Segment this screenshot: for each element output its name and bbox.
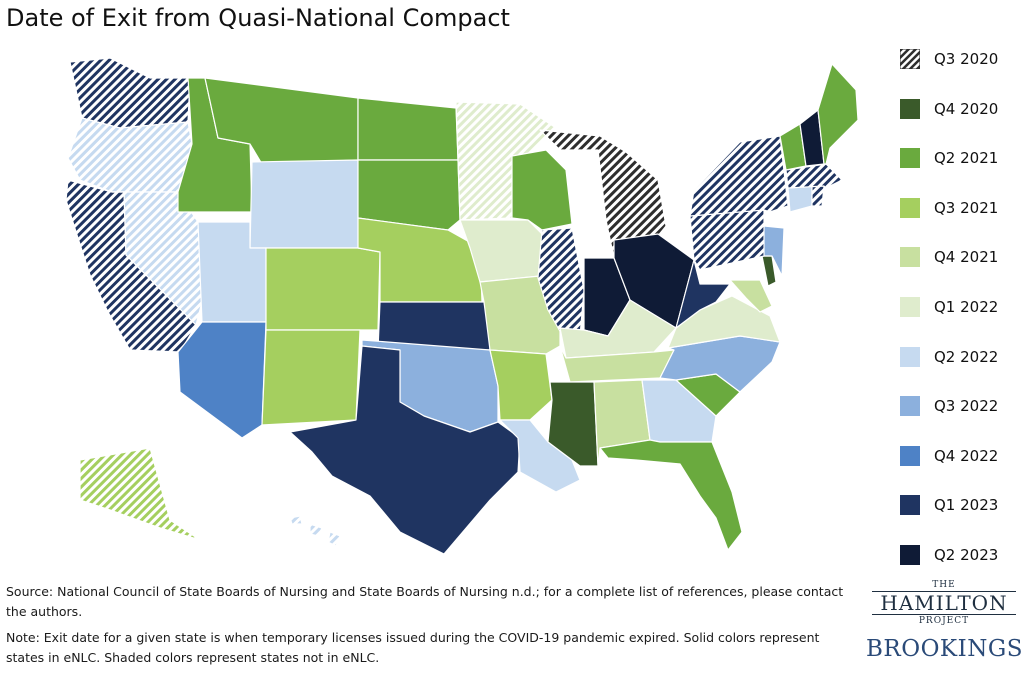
legend-label: Q4 2021	[934, 248, 999, 267]
state-or	[67, 117, 193, 193]
logo-hamilton: HAMILTON	[872, 591, 1016, 615]
legend-item: Q2 2021	[900, 147, 998, 169]
legend-swatch	[900, 396, 920, 417]
state-nd	[357, 97, 459, 161]
legend-label: Q1 2022	[934, 298, 999, 316]
state-fl	[599, 439, 743, 551]
logo-project: PROJECT	[918, 616, 970, 626]
state-me	[817, 63, 859, 165]
state-ar	[489, 349, 553, 421]
state-ny	[689, 135, 789, 217]
legend-item: Q3 2021	[900, 197, 998, 219]
legend-swatch	[900, 346, 920, 367]
state-az	[177, 321, 267, 439]
logo-brookings: BROOKINGS	[866, 636, 1022, 662]
legend-item: Q2 2022	[900, 346, 998, 368]
state-pa	[689, 209, 765, 271]
legend-swatch	[900, 445, 920, 466]
legend-swatch	[900, 495, 920, 516]
legend-label: Q2 2022	[934, 347, 999, 366]
state-nm	[261, 329, 361, 426]
legend-item: Q2 2023	[900, 544, 998, 566]
state-wa	[69, 57, 191, 129]
state-ak	[79, 447, 201, 541]
state-ct	[787, 185, 813, 213]
state-wy	[249, 159, 359, 249]
logo-the: THE	[932, 580, 956, 590]
legend-swatch	[900, 197, 920, 218]
legend-swatch	[900, 49, 920, 69]
legend-item: Q4 2022	[900, 445, 998, 467]
legend-label: Q1 2023	[934, 496, 999, 515]
legend-label: Q2 2023	[934, 546, 999, 564]
state-tx	[289, 345, 521, 555]
legend-item: Q1 2023	[900, 494, 998, 516]
legend-swatch	[900, 545, 920, 565]
state-wi	[511, 149, 573, 231]
us-states-map	[65, 57, 859, 555]
state-md	[729, 279, 773, 313]
source-note: Source: National Council of State Boards…	[6, 584, 844, 619]
state-co	[265, 247, 381, 331]
legend-label: Q4 2020	[934, 99, 999, 118]
legend-label: Q4 2022	[934, 446, 999, 465]
map-title: Date of Exit from Quasi-National Compact	[6, 4, 510, 32]
state-la	[499, 419, 581, 493]
state-hi	[289, 515, 341, 547]
hamilton-brookings-logo: THE HAMILTON PROJECT BROOKINGS	[866, 580, 1022, 662]
legend-swatch	[900, 247, 920, 268]
legend-swatch	[900, 297, 920, 317]
legend-item: Q1 2022	[900, 296, 998, 318]
legend-label: Q3 2020	[934, 50, 999, 68]
legend-item: Q4 2020	[900, 98, 998, 120]
state-sd	[357, 159, 461, 231]
legend-label: Q2 2021	[934, 149, 999, 168]
legend-swatch	[900, 148, 920, 169]
legend-label: Q3 2021	[934, 198, 999, 217]
footnotes: Source: National Council of State Boards…	[6, 582, 846, 674]
legend-item: Q4 2021	[900, 246, 998, 268]
legend-item: Q3 2022	[900, 395, 998, 417]
state-ri	[811, 185, 825, 207]
legend-label: Q3 2022	[934, 397, 999, 416]
legend-swatch	[900, 98, 920, 119]
legend-item: Q3 2020	[900, 48, 998, 70]
exit-date-note: Note: Exit date for a given state is whe…	[6, 630, 820, 665]
